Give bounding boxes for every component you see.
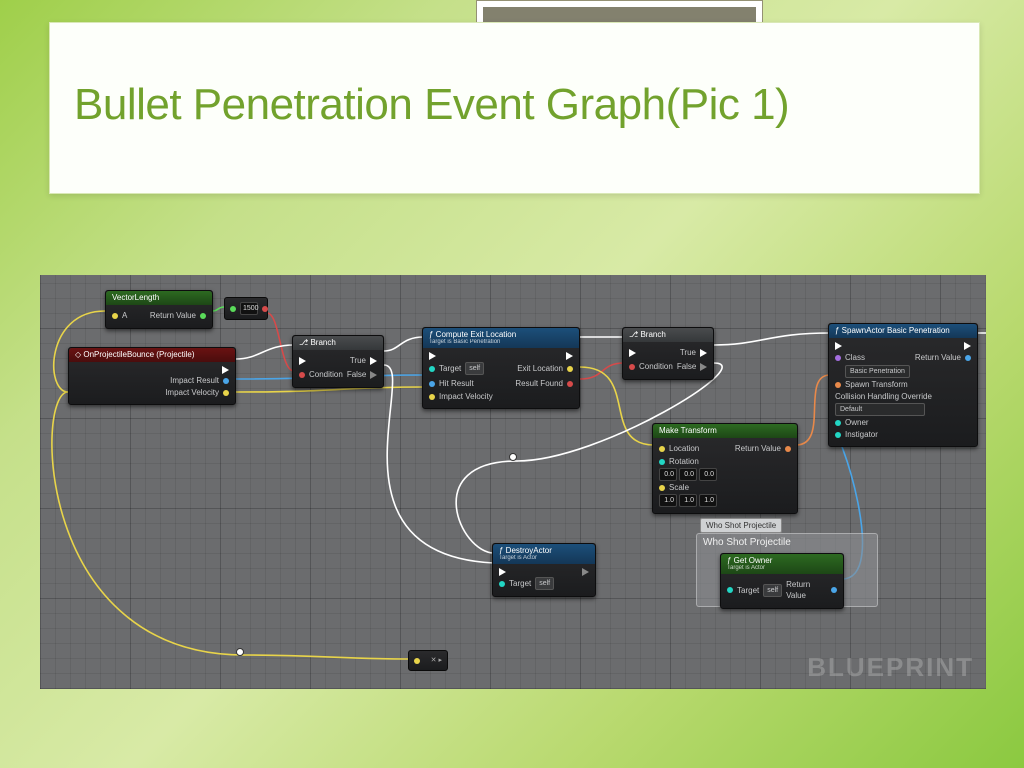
exec-false-icon[interactable] bbox=[370, 371, 377, 379]
exec-in-icon[interactable] bbox=[835, 342, 842, 350]
pin-in[interactable] bbox=[230, 306, 236, 312]
node-header: ƒ SpawnActor Basic Penetration bbox=[829, 324, 977, 338]
pin-out[interactable] bbox=[262, 306, 268, 312]
exec-in-icon[interactable] bbox=[499, 568, 506, 576]
node-header: ◇ OnProjectileBounce (Projectile) bbox=[69, 348, 235, 362]
pin-result-found[interactable] bbox=[567, 381, 573, 387]
pin-target[interactable] bbox=[499, 581, 505, 587]
pin-in-a[interactable] bbox=[112, 313, 118, 319]
node-header: ƒ DestroyActorTarget is Actor bbox=[493, 544, 595, 564]
pin-hit-result[interactable] bbox=[429, 381, 435, 387]
exec-true-icon[interactable] bbox=[700, 349, 707, 357]
node-branch-2[interactable]: ⎇ Branch True ConditionFalse bbox=[622, 327, 714, 380]
pin-instigator[interactable] bbox=[835, 432, 841, 438]
node-header: ƒ Get OwnerTarget is Actor bbox=[721, 554, 843, 574]
node-get-owner[interactable]: ƒ Get OwnerTarget is Actor Target self R… bbox=[720, 553, 844, 609]
tooltip-who-shot: Who Shot Projectile bbox=[700, 518, 782, 533]
pin-target[interactable] bbox=[727, 587, 733, 593]
pin-target[interactable] bbox=[429, 366, 435, 372]
page-title: Bullet Penetration Event Graph(Pic 1) bbox=[74, 80, 789, 130]
watermark: BLUEPRINT bbox=[807, 652, 974, 683]
pin-impact-result[interactable] bbox=[223, 378, 229, 384]
pin-exit-location[interactable] bbox=[567, 366, 573, 372]
pin-out-return[interactable] bbox=[200, 313, 206, 319]
exec-out-icon[interactable] bbox=[964, 342, 971, 350]
pin-location[interactable] bbox=[659, 446, 665, 452]
exec-in-icon[interactable] bbox=[299, 357, 306, 365]
reroute-2[interactable] bbox=[236, 648, 244, 656]
node-compute-exit-location[interactable]: ƒ Compute Exit LocationTarget is Basic P… bbox=[422, 327, 580, 409]
node-header: ⎇ Branch bbox=[293, 336, 383, 350]
pin-owner[interactable] bbox=[835, 420, 841, 426]
pin-impact-velocity[interactable] bbox=[223, 390, 229, 396]
node-header: VectorLength bbox=[106, 291, 212, 305]
exec-true-icon[interactable] bbox=[370, 357, 377, 365]
pin-return[interactable] bbox=[785, 446, 791, 452]
node-compare-literal[interactable]: 1500 bbox=[224, 297, 268, 320]
pin-rotation[interactable] bbox=[659, 459, 665, 465]
pin-condition[interactable] bbox=[299, 372, 305, 378]
blueprint-editor[interactable]: VectorLength A Return Value 1500 ◇ OnPro… bbox=[40, 275, 986, 689]
node-branch-1[interactable]: ⎇ Branch True ConditionFalse bbox=[292, 335, 384, 388]
node-bottom-reroute[interactable]: ✕ ▸ bbox=[408, 650, 448, 671]
node-header: ⎇ Branch bbox=[623, 328, 713, 342]
pin-return[interactable] bbox=[965, 355, 971, 361]
pin-condition[interactable] bbox=[629, 364, 635, 370]
exec-false-icon[interactable] bbox=[700, 363, 707, 371]
node-destroy-actor[interactable]: ƒ DestroyActorTarget is Actor Target sel… bbox=[492, 543, 596, 597]
pin-class[interactable] bbox=[835, 355, 841, 361]
reroute-1[interactable] bbox=[509, 453, 517, 461]
pin-spawn-transform[interactable] bbox=[835, 382, 841, 388]
exec-in-icon[interactable] bbox=[429, 352, 436, 360]
exec-out-icon[interactable] bbox=[566, 352, 573, 360]
node-vector-length[interactable]: VectorLength A Return Value bbox=[105, 290, 213, 329]
node-make-transform[interactable]: Make Transform Location Return Value Rot… bbox=[652, 423, 798, 514]
node-header: ƒ Compute Exit LocationTarget is Basic P… bbox=[423, 328, 579, 348]
node-on-projectile-bounce[interactable]: ◇ OnProjectileBounce (Projectile) Impact… bbox=[68, 347, 236, 405]
exec-out-icon[interactable] bbox=[222, 366, 229, 374]
node-header: Make Transform bbox=[653, 424, 797, 438]
node-spawn-actor[interactable]: ƒ SpawnActor Basic Penetration ClassRetu… bbox=[828, 323, 978, 447]
pin-return[interactable] bbox=[831, 587, 837, 593]
exec-in-icon[interactable] bbox=[629, 349, 636, 357]
exec-out-icon[interactable] bbox=[582, 568, 589, 576]
pin-scale[interactable] bbox=[659, 485, 665, 491]
pin-in[interactable] bbox=[414, 658, 420, 664]
pin-impact-velocity[interactable] bbox=[429, 394, 435, 400]
